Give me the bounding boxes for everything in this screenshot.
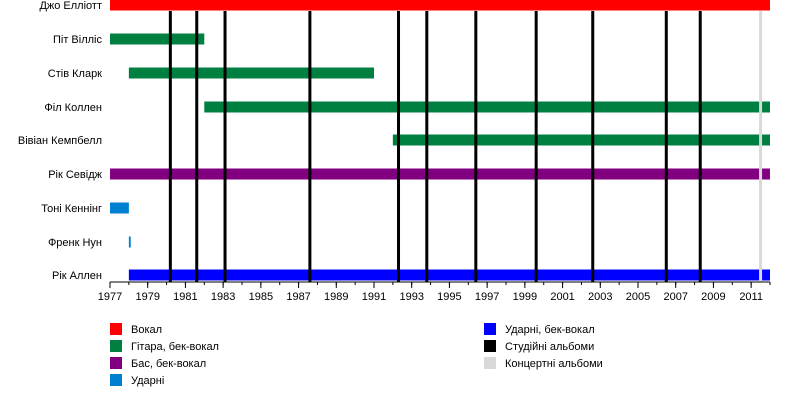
member-bar (110, 33, 205, 45)
x-tick-label: 1977 (98, 291, 122, 303)
x-tick-label: 2005 (626, 291, 650, 303)
legend-swatch (484, 357, 496, 369)
member-label: Стів Кларк (48, 68, 102, 80)
member-bars (110, 0, 771, 281)
x-tick-label: 2009 (701, 291, 725, 303)
legend-swatch (110, 323, 122, 335)
member-labels: Джо Еллiотт Піт Вілліс Стів Кларк Філ Колле… (18, 0, 103, 282)
x-tick-label: 1997 (475, 291, 499, 303)
member-label: Тоні Кеннінг (41, 203, 102, 215)
x-tick-label: 2003 (588, 291, 612, 303)
legend-label: Вокал (131, 324, 162, 336)
x-tick-label: 1987 (286, 291, 310, 303)
legend-swatch (110, 357, 122, 369)
legend-label: Ударні (131, 375, 164, 387)
member-bar (128, 269, 770, 281)
member-label: Френк Нун (48, 237, 102, 249)
member-bar (128, 236, 131, 248)
studio-album-line (308, 11, 312, 282)
x-tick-label: 1983 (211, 291, 235, 303)
legend-label: Концертні альбоми (505, 358, 603, 370)
legend-swatch (110, 340, 122, 352)
live-album-line (759, 11, 763, 282)
member-bar (392, 134, 770, 146)
legend-label: Ударні, бек-вокал (505, 324, 595, 336)
studio-album-line (397, 11, 401, 282)
legend-label: Бас, бек-вокал (131, 358, 206, 370)
x-tick-label: 1999 (513, 291, 537, 303)
x-tick-label: 1993 (399, 291, 423, 303)
member-bar (110, 168, 770, 180)
member-bar (204, 101, 771, 113)
x-tick-label: 1981 (173, 291, 197, 303)
studio-album-line (195, 11, 199, 282)
studio-album-line (223, 11, 227, 282)
x-tick-label: 1985 (249, 291, 273, 303)
member-bar (128, 67, 374, 79)
legend-label: Студійні альбоми (505, 341, 594, 353)
studio-album-line (534, 11, 538, 282)
studio-album-line (591, 11, 595, 282)
x-tick-label: 1989 (324, 291, 348, 303)
x-axis: 1977 1979 1981 1983 1985 1987 1989 1991 1993 1995… (98, 281, 771, 303)
member-label: Філ Коллен (44, 102, 102, 114)
studio-album-line (425, 11, 429, 282)
x-tick-label: 1995 (437, 291, 461, 303)
x-tick-label: 1979 (135, 291, 159, 303)
legend-swatch (110, 374, 122, 386)
member-label: Піт Вілліс (53, 34, 103, 46)
studio-album-line (168, 11, 172, 282)
legend: Вокал Гітара, бек-вокал Бас, бек-вокал Удар… (110, 323, 603, 387)
legend-swatch (484, 323, 496, 335)
studio-album-line (664, 11, 668, 282)
member-label: Джо Еллiотт (39, 0, 102, 12)
legend-label: Гітара, бек-вокал (131, 341, 219, 353)
studio-album-line (698, 11, 702, 282)
member-label: Рік Севідж (48, 169, 102, 181)
member-bar (110, 0, 770, 11)
x-tick-label: 2001 (550, 291, 574, 303)
x-tick-label: 2007 (663, 291, 687, 303)
member-label: Рік Аллен (52, 270, 102, 282)
studio-album-line (474, 11, 478, 282)
album-lines (168, 11, 763, 282)
legend-swatch (484, 340, 496, 352)
x-tick-label: 2011 (739, 291, 763, 303)
member-bar (110, 202, 129, 214)
member-label: Вівіан Кемпбелл (18, 135, 102, 147)
x-tick-label: 1991 (362, 291, 386, 303)
